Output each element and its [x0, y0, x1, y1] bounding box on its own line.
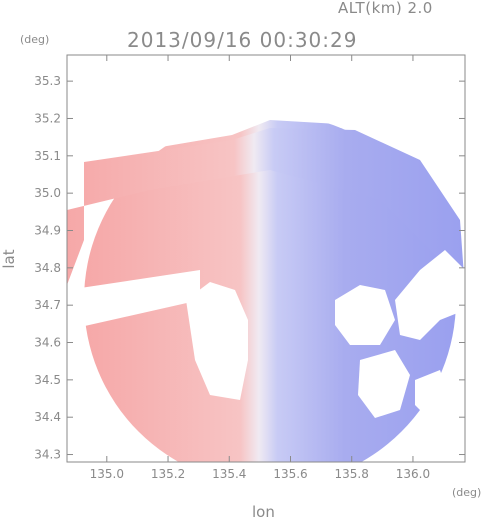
beam-gap: [67, 270, 200, 330]
y-axis-ticks: 34.3 34.4 34.5 34.6 34.7 34.8 34.9 35.0 35.1 35.2…: [34, 74, 465, 462]
y-tick-label: 35.0: [34, 186, 61, 200]
y-tick-label: 34.6: [34, 336, 61, 350]
east-clear-2: [395, 250, 465, 340]
y-tick-label: 34.4: [34, 410, 61, 424]
y-tick-label: 34.8: [34, 261, 61, 275]
y-tick-label: 35.2: [34, 111, 61, 125]
east-clear-3: [358, 350, 410, 418]
x-axis-label: lon: [252, 503, 275, 521]
x-tick-label: 135.0: [90, 467, 124, 481]
x-axis-unit: (deg): [452, 486, 482, 499]
x-tick-label: 135.4: [212, 467, 246, 481]
x-tick-label: 135.8: [335, 467, 369, 481]
chart-title: 2013/09/16 00:30:29: [127, 28, 358, 52]
east-clear-4: [415, 370, 450, 420]
x-axis-ticks: 135.0 135.2 135.4 135.6 135.8 136.0: [90, 55, 430, 481]
x-tick-label: 135.6: [273, 467, 307, 481]
plot-frame: [66, 54, 466, 463]
y-tick-label: 34.5: [34, 373, 61, 387]
velocity-field: [67, 55, 465, 462]
x-tick-label: 136.0: [396, 467, 430, 481]
east-clear-1: [335, 285, 395, 345]
y-tick-label: 34.3: [34, 448, 61, 462]
nw-blank: [67, 55, 465, 165]
y-tick-label: 34.7: [34, 298, 61, 312]
altitude-label: ALT(km) 2.0: [338, 0, 433, 17]
upper-coverage: [67, 128, 465, 290]
y-tick-label: 35.1: [34, 149, 61, 163]
y-tick-label: 35.3: [34, 74, 61, 88]
y-tick-label: 34.9: [34, 223, 61, 237]
y-axis-unit: (deg): [20, 33, 50, 46]
x-tick-label: 135.2: [151, 467, 185, 481]
center-clear: [186, 282, 248, 400]
